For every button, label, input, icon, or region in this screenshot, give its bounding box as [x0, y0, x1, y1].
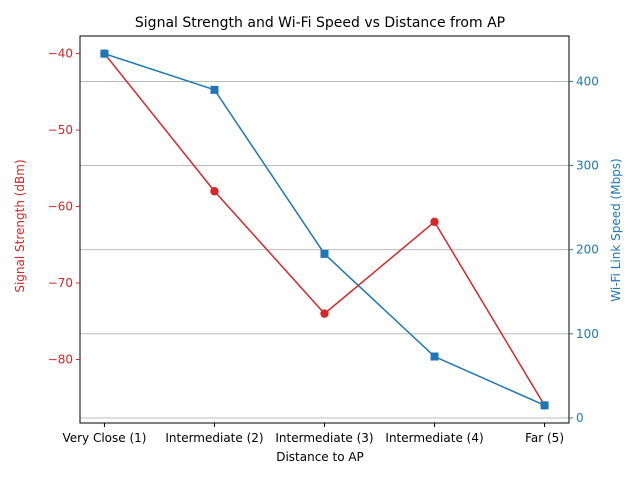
y-left-tick-label: −80: [48, 353, 73, 367]
y-right-tick-label: 400: [576, 74, 599, 88]
y-right-axis-title: Wi-Fi Link Speed (Mbps): [609, 158, 623, 301]
y-right-tick-label: 0: [576, 411, 584, 425]
x-tick-label: Intermediate (2): [165, 431, 263, 445]
y-right-tick-label: 200: [576, 243, 599, 257]
grid-layer: [80, 81, 569, 419]
y-left-tick-label: −50: [48, 123, 73, 137]
signal-strength-point: [210, 187, 219, 196]
x-tick-label: Intermediate (3): [275, 431, 373, 445]
x-tick-label: Far (5): [525, 431, 564, 445]
y-left-tick-label: −60: [48, 200, 73, 214]
y-left-tick-label: −70: [48, 276, 73, 290]
link-speed-point: [540, 401, 549, 410]
link-speed-point: [320, 249, 329, 258]
x-axis-title: Distance to AP: [276, 450, 364, 464]
chart-title: Signal Strength and Wi-Fi Speed vs Dista…: [135, 15, 505, 31]
link-speed-point: [100, 49, 109, 58]
series-layer: [100, 49, 549, 410]
x-tick-label: Very Close (1): [62, 431, 146, 445]
x-tick-label: Intermediate (4): [385, 431, 483, 445]
y-right-tick-label: 300: [576, 159, 599, 173]
signal-strength-point: [430, 217, 439, 227]
y-left-axis-title: Signal Strength (dBm): [13, 159, 27, 292]
link-speed-point: [210, 85, 219, 94]
y-right-tick-label: 100: [576, 327, 599, 341]
link-speed-point: [430, 352, 439, 361]
signal-strength-point: [320, 309, 329, 318]
axes-layer: −80 −70 −60 −50 −40 0 100 200 300 400 Very Close (…: [48, 47, 599, 445]
y-left-tick-label: −40: [48, 47, 73, 61]
